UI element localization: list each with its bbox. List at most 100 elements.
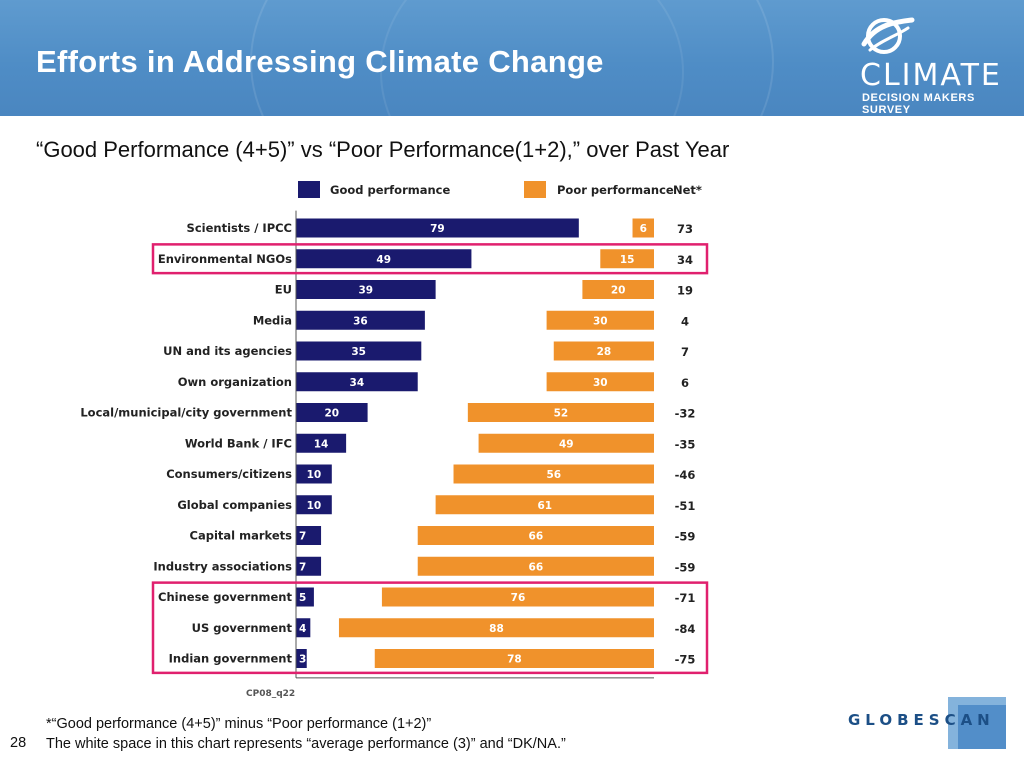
poor-bar-label: 76	[511, 592, 526, 604]
good-bar	[296, 310, 425, 330]
poor-bar	[435, 495, 654, 515]
globe-decoration-inner	[380, 0, 684, 116]
globescan-mark-icon	[948, 697, 1006, 749]
climate-logo-word: CLIMATE	[860, 58, 1002, 93]
good-bar-label: 10	[307, 500, 322, 512]
category-label: Environmental NGOs	[158, 252, 292, 266]
poor-bar-label: 56	[546, 469, 561, 481]
globescan-logo: GLOBESCAN	[848, 697, 1006, 749]
net-value-label: -32	[675, 407, 696, 421]
category-label: Global companies	[177, 498, 292, 512]
category-label: Consumers/citizens	[166, 467, 292, 481]
highlight-box	[151, 581, 709, 675]
poor-bar	[632, 218, 654, 238]
poor-bar-label: 20	[611, 285, 626, 297]
net-value-label: -51	[675, 499, 696, 513]
poor-bar-label: 28	[597, 346, 612, 358]
good-bar	[296, 341, 422, 361]
good-bar-label: 49	[376, 254, 391, 266]
poor-bar	[338, 618, 654, 638]
net-value-label: -46	[675, 468, 696, 482]
good-bar-label: 79	[430, 223, 445, 235]
good-bar-label: 3	[299, 654, 306, 666]
good-bar-label: 10	[307, 469, 322, 481]
slide-title: Efforts in Addressing Climate Change	[36, 44, 604, 79]
poor-bar	[546, 372, 654, 392]
net-value-label: -35	[675, 437, 696, 451]
globescan-wordmark: GLOBESCAN	[848, 711, 995, 729]
good-bar-label: 5	[299, 592, 306, 604]
net-value-label: -75	[675, 653, 696, 667]
poor-bar-label: 66	[529, 531, 544, 543]
poor-bar-label: 78	[507, 654, 522, 666]
poor-bar-label: 61	[537, 500, 552, 512]
poor-bar-label: 49	[559, 438, 574, 450]
poor-bar-label: 30	[593, 315, 608, 327]
footnote-white-space: The white space in this chart represents…	[46, 736, 566, 752]
good-bar	[296, 403, 368, 422]
good-bar	[296, 526, 322, 545]
net-value-label: -71	[675, 591, 696, 605]
poor-bar	[582, 280, 654, 299]
header-banner: Efforts in Addressing Climate Change CLI…	[0, 0, 1024, 116]
net-value-label: 6	[681, 376, 689, 390]
category-label: Own organization	[178, 375, 292, 389]
net-value-label: -84	[675, 622, 696, 636]
poor-bar	[417, 556, 654, 576]
poor-bar	[546, 310, 654, 330]
globe-decoration	[250, 0, 774, 116]
good-bar-label: 34	[350, 377, 365, 389]
poor-bar-label: 66	[529, 561, 544, 573]
net-value-label: 73	[677, 222, 693, 236]
net-value-label: 4	[681, 314, 689, 328]
chart-subtitle: “Good Performance (4+5)” vs “Poor Perfor…	[36, 137, 730, 162]
good-bar	[296, 249, 472, 269]
good-bar-label: 20	[324, 408, 339, 420]
good-bar	[296, 464, 332, 484]
legend-net-label: Net*	[673, 183, 702, 197]
net-value-label: 7	[681, 345, 689, 359]
poor-bar	[553, 341, 654, 361]
poor-bar-label: 6	[640, 223, 647, 235]
good-bar-label: 7	[299, 561, 306, 573]
poor-bar	[417, 526, 654, 545]
category-label: US government	[192, 621, 293, 635]
good-bar	[296, 556, 322, 576]
net-value-label: 34	[677, 253, 693, 267]
climate-swirl-icon	[861, 17, 915, 54]
legend-poor-label: Poor performance	[557, 183, 674, 197]
legend-good-label: Good performance	[330, 183, 451, 197]
good-bar-label: 7	[299, 531, 306, 543]
good-bar	[296, 649, 307, 668]
poor-bar-label: 88	[489, 623, 504, 635]
good-bar-label: 36	[353, 315, 368, 327]
category-label: Media	[253, 313, 292, 327]
good-bar-label: 39	[358, 285, 373, 297]
good-bar	[296, 280, 436, 299]
poor-bar	[453, 464, 654, 484]
poor-bar	[467, 403, 654, 422]
good-bar	[296, 618, 311, 638]
poor-bar-label: 52	[554, 408, 569, 420]
category-label: Industry associations	[153, 559, 292, 573]
category-label: Scientists / IPCC	[187, 221, 292, 235]
category-label: UN and its agencies	[163, 344, 292, 358]
category-label: EU	[275, 283, 292, 297]
category-label: Capital markets	[190, 529, 293, 543]
good-bar	[296, 433, 347, 453]
footnotes: *“Good performance (4+5)” minus “Poor pe…	[46, 714, 566, 754]
good-bar-label: 4	[299, 623, 306, 635]
poor-bar	[600, 249, 654, 269]
climate-logo: CLIMATE DECISION MAKERS SURVEY	[856, 14, 1012, 116]
good-bar-label: 14	[314, 438, 329, 450]
net-value-label: -59	[675, 530, 696, 544]
category-label: Chinese government	[158, 590, 292, 604]
category-label: Indian government	[169, 652, 293, 666]
good-bar-label: 35	[351, 346, 366, 358]
footnote-net-definition: *“Good performance (4+5)” minus “Poor pe…	[46, 716, 432, 732]
poor-bar-label: 15	[620, 254, 635, 266]
good-bar	[296, 495, 332, 515]
good-bar	[296, 587, 314, 607]
poor-bar	[381, 587, 654, 607]
